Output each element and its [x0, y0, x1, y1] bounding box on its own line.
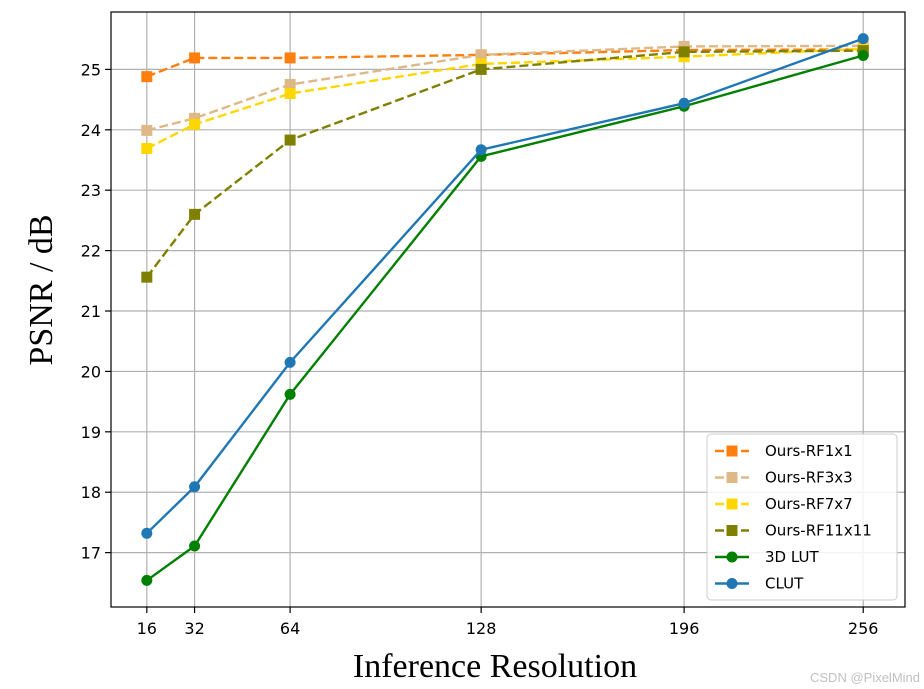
data-point-ours-rf3x3 [189, 112, 201, 124]
series-line-ours-rf3x3 [146, 44, 864, 132]
legend-swatch-marker [726, 498, 738, 510]
grid [111, 12, 905, 607]
y-tick-label: 18 [81, 483, 101, 502]
data-point-clut [189, 481, 201, 493]
series-line-3d-lut [146, 54, 864, 582]
data-point-clut [141, 527, 153, 539]
x-tick-label: 16 [137, 619, 157, 638]
data-point-clut [475, 144, 487, 156]
legend-swatch-marker [726, 551, 738, 563]
x-tick-label: 256 [848, 619, 879, 638]
data-point-ours-rf1x1 [189, 52, 201, 64]
series-group [141, 33, 869, 586]
data-point-3d-lut [141, 574, 153, 586]
data-point-clut [857, 33, 869, 45]
data-point-ours-rf11x11 [475, 63, 487, 75]
series-line-ours-rf11x11 [145, 49, 864, 278]
series-line-ours-rf7x7 [146, 47, 864, 150]
y-tick-label: 19 [81, 423, 101, 442]
data-point-ours-rf1x1 [284, 52, 296, 64]
data-point-3d-lut [189, 540, 201, 552]
data-point-ours-rf1x1 [141, 71, 153, 83]
data-point-ours-rf11x11 [284, 134, 296, 146]
legend-label-clut: CLUT [765, 575, 804, 593]
x-tick-label: 196 [669, 619, 700, 638]
data-point-ours-rf11x11 [678, 46, 690, 58]
y-axis-label: PSNR / dB [23, 214, 60, 365]
data-point-ours-rf3x3 [475, 49, 487, 61]
data-point-clut [284, 356, 296, 368]
legend-label-3d-lut: 3D LUT [765, 548, 819, 566]
legend-swatch-marker [726, 525, 738, 536]
data-point-ours-rf7x7 [141, 143, 153, 155]
x-axis-label: Inference Resolution [353, 648, 637, 685]
legend-box [706, 433, 898, 601]
watermark: CSDN @PixelMind [810, 670, 920, 685]
data-point-3d-lut [857, 49, 869, 61]
legend-label-ours-rf1x1: Ours-RF1x1 [765, 442, 853, 460]
y-tick-label: 25 [81, 60, 101, 79]
legend-label-ours-rf7x7: Ours-RF7x7 [765, 495, 853, 513]
series-line-clut [145, 37, 864, 535]
legend-swatch-marker [726, 472, 738, 483]
legend-swatch-marker [726, 578, 738, 589]
y-tick-label: 23 [81, 181, 101, 200]
data-point-clut [678, 97, 690, 109]
data-point-ours-rf7x7 [284, 88, 296, 100]
y-tick-label: 24 [81, 121, 101, 140]
series-line-ours-rf1x1 [146, 48, 864, 78]
x-tick-label: 128 [466, 619, 497, 638]
legend-label-ours-rf3x3: Ours-RF3x3 [765, 469, 853, 487]
y-tick-label: 22 [81, 242, 101, 261]
legend-label-ours-rf11x11: Ours-RF11x11 [765, 522, 872, 540]
data-point-3d-lut [284, 388, 296, 400]
data-point-ours-rf11x11 [189, 208, 201, 220]
series-clut [141, 33, 869, 539]
data-point-ours-rf3x3 [141, 124, 153, 136]
series-ours-rf11x11 [141, 45, 869, 283]
legend: Ours-RF1x1 Ours-RF3x3 Ours-RF7x7 Ours-RF11x… [706, 433, 898, 601]
y-tick-label: 20 [81, 362, 101, 381]
series-ours-rf3x3 [141, 40, 869, 136]
x-tick-label: 64 [280, 619, 300, 638]
y-tick-label: 21 [81, 302, 101, 321]
data-point-ours-rf7x7 [189, 118, 201, 130]
y-tick-label: 17 [81, 544, 101, 563]
data-point-ours-rf11x11 [141, 271, 153, 283]
plot-frame [110, 11, 906, 608]
x-tick-label: 32 [184, 619, 204, 638]
data-point-ours-rf3x3 [284, 78, 296, 90]
ticks: 16 32 64 128 196 256 17 18 19 20 21 22 23 24 25 [81, 60, 879, 638]
legend-swatch-marker [726, 445, 738, 457]
